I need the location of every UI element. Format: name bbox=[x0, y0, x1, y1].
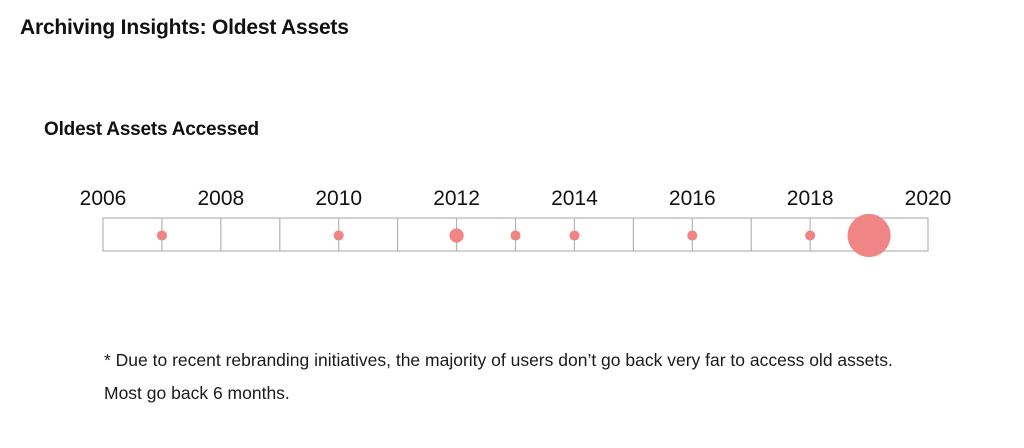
data-point-2012 bbox=[449, 228, 464, 243]
page-title: Archiving Insights: Oldest Assets bbox=[20, 16, 349, 39]
footnote: * Due to recent rebranding initiatives, … bbox=[104, 350, 893, 403]
data-point-2018 bbox=[805, 230, 816, 241]
timeline-chart: 2006 2008 2010 2012 2014 2016 2018 2020 bbox=[80, 187, 952, 258]
tick-label-2012: 2012 bbox=[433, 187, 480, 210]
data-point-2016 bbox=[687, 230, 698, 241]
data-point-2007 bbox=[156, 230, 167, 241]
tick-label-2016: 2016 bbox=[669, 187, 716, 210]
chart-title: Oldest Assets Accessed bbox=[44, 119, 259, 140]
data-point-2014 bbox=[569, 230, 580, 241]
data-points bbox=[156, 213, 891, 258]
tick-label-2008: 2008 bbox=[197, 187, 244, 210]
data-point-2010 bbox=[333, 230, 344, 241]
tick-label-2010: 2010 bbox=[315, 187, 362, 210]
data-point-2019 bbox=[847, 213, 891, 258]
tick-label-2014: 2014 bbox=[551, 187, 598, 210]
data-point-2013 bbox=[510, 230, 521, 241]
tick-label-2020: 2020 bbox=[905, 187, 952, 210]
tick-label-2006: 2006 bbox=[80, 187, 127, 210]
tick-labels: 2006 2008 2010 2012 2014 2016 2018 2020 bbox=[80, 187, 952, 210]
tick-label-2018: 2018 bbox=[787, 187, 834, 210]
